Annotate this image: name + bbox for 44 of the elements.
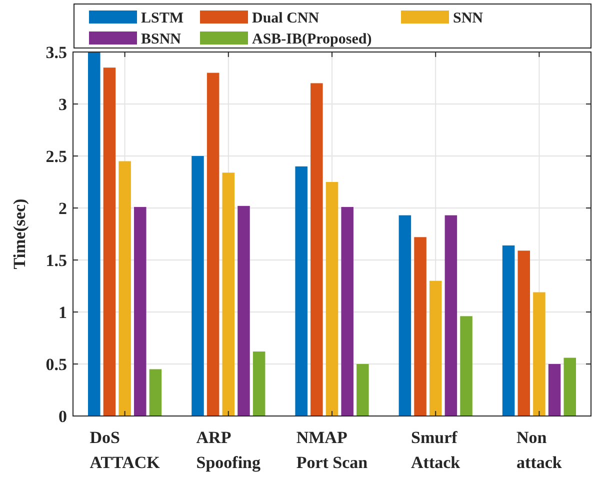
bar [149,369,162,416]
bar [564,358,576,416]
bar [310,83,323,416]
x-tick-label: ARP Spoofing [196,428,262,472]
y-tick-label: 0.5 [46,354,67,374]
y-tick-label: 1 [58,302,67,322]
bar [134,206,146,416]
bar [252,352,266,416]
bar [444,215,458,416]
y-tick-label: 2.5 [46,146,67,166]
x-tick-label: DoS ATTACK [90,428,161,472]
bar [206,72,220,416]
bar [429,280,442,416]
bar [398,215,412,416]
bar [356,364,369,416]
x-tick-label: Smurf Attack [411,428,461,472]
legend-label: ASB-IB(Proposed) [252,31,372,48]
bar [341,206,354,416]
x-tick-label: Non attack [516,428,562,472]
bar [238,206,250,416]
legend-label: BSNN [141,31,182,48]
y-tick-label: 0 [58,406,67,426]
bar [88,52,100,416]
bar [118,161,131,416]
bar [548,364,561,416]
y-tick-label: 2 [58,198,67,218]
bar [295,166,308,416]
bar [460,316,472,416]
bar [222,172,235,416]
bar [518,250,530,416]
legend-label: LSTM [141,10,184,26]
bar [103,68,116,416]
bar [533,292,546,416]
bar [502,245,515,416]
legend-label: Dual CNN [252,10,320,26]
y-tick-label: 1.5 [46,250,67,270]
x-tick-label: NMAP Port Scan [296,428,368,472]
legend-label: SNN [453,10,484,26]
bar [326,182,338,416]
y-axis-title: Time(sec) [10,198,29,270]
y-tick-label: 3.5 [46,42,67,62]
bar [414,237,426,416]
bar [192,156,204,416]
y-tick-label: 3 [58,94,67,114]
